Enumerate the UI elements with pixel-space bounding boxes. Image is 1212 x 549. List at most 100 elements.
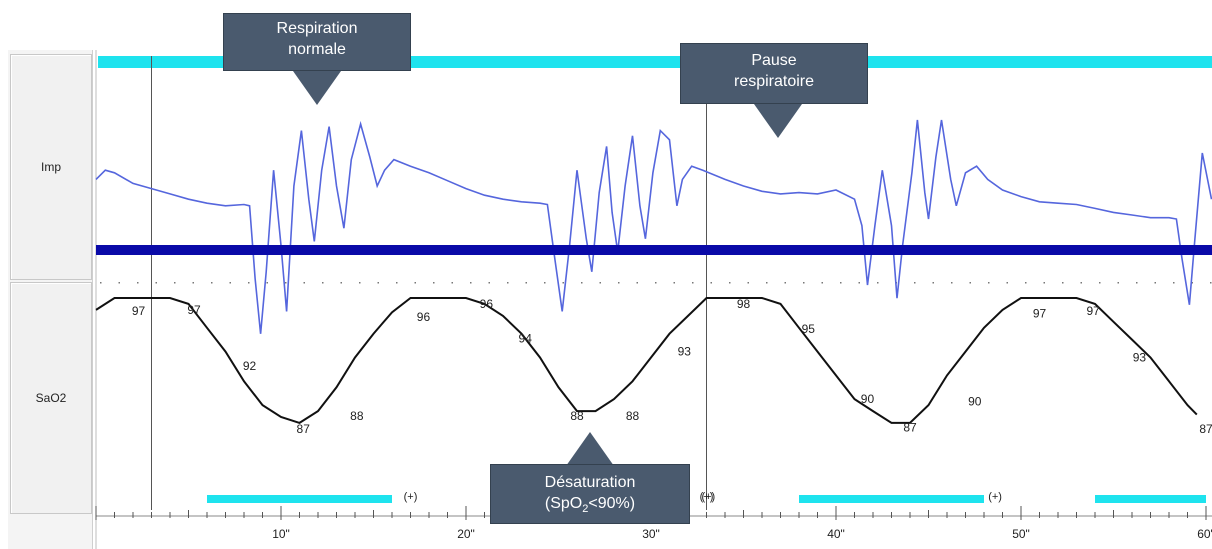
separator-dot bbox=[174, 282, 176, 284]
callout-desaturation: Désaturation (SpO2<90%) bbox=[490, 464, 690, 524]
separator-dot bbox=[636, 282, 638, 284]
separator-dot bbox=[544, 282, 546, 284]
separator-dot bbox=[118, 282, 120, 284]
callout-pause-line1: Pause bbox=[751, 52, 797, 69]
event-marker: (+) bbox=[700, 491, 714, 503]
channel-label-sao2-text: SaO2 bbox=[35, 391, 67, 405]
separator-dot bbox=[747, 282, 749, 284]
separator-dot bbox=[1099, 282, 1101, 284]
separator-dot bbox=[414, 282, 416, 284]
separator-dot bbox=[932, 282, 934, 284]
sao2-value-label: 90 bbox=[861, 392, 875, 406]
sao2-value-label: 93 bbox=[1133, 351, 1147, 365]
sao2-value-label: 88 bbox=[350, 409, 364, 423]
separator-dot bbox=[673, 282, 675, 284]
separator-dot bbox=[1210, 282, 1212, 284]
separator-dot bbox=[877, 282, 879, 284]
event-marker: (+) bbox=[988, 491, 1002, 503]
separator-dot bbox=[1025, 282, 1027, 284]
separator-dot bbox=[1006, 282, 1008, 284]
separator-dot bbox=[100, 282, 102, 284]
separator-dot bbox=[969, 282, 971, 284]
separator-dot bbox=[266, 282, 268, 284]
toolbar-strip bbox=[0, 0, 1212, 40]
callout-desat-sub: 2 bbox=[582, 503, 589, 516]
separator-dot bbox=[1043, 282, 1045, 284]
sao2-value-label: 97 bbox=[1086, 304, 1100, 318]
separator-dot bbox=[192, 282, 194, 284]
event-bar bbox=[1095, 495, 1206, 503]
separator-dot bbox=[229, 282, 231, 284]
impedance-trace bbox=[95, 119, 1212, 334]
callout-normal-line1: Respiration bbox=[276, 20, 358, 37]
separator-dot bbox=[211, 282, 213, 284]
sao2-value-label: 95 bbox=[802, 322, 816, 336]
separator-dot bbox=[655, 282, 657, 284]
arrow-stem bbox=[768, 104, 788, 116]
separator-dot bbox=[581, 282, 583, 284]
separator-dot bbox=[858, 282, 860, 284]
separator-dot bbox=[377, 282, 379, 284]
separator-dot bbox=[155, 282, 157, 284]
time-tick-label: 60" bbox=[1197, 527, 1212, 541]
sao2-value-label: 97 bbox=[1033, 306, 1047, 320]
separator-dot bbox=[359, 282, 361, 284]
separator-dot bbox=[729, 282, 731, 284]
sao2-value-label: 97 bbox=[132, 304, 146, 318]
channel-label-imp-text: Imp bbox=[40, 160, 61, 174]
separator-dot bbox=[914, 282, 916, 284]
time-tick-label: 10" bbox=[272, 527, 290, 541]
callout-desat-line2: (SpO2<90%) bbox=[491, 493, 689, 520]
event-bar bbox=[207, 495, 392, 503]
callout-normal-line2: normale bbox=[288, 41, 346, 58]
separator-dot bbox=[1154, 282, 1156, 284]
time-tick-label: 50" bbox=[1012, 527, 1030, 541]
separator-dot bbox=[433, 282, 435, 284]
separator-dot bbox=[599, 282, 601, 284]
separator-dot bbox=[1080, 282, 1082, 284]
callout-normal-breathing: Respiration normale bbox=[223, 13, 411, 71]
time-tick-label: 30" bbox=[642, 527, 660, 541]
separator-dot bbox=[340, 282, 342, 284]
sao2-value-label: 87 bbox=[1199, 422, 1212, 436]
event-marker: (+) bbox=[701, 491, 715, 503]
sao2-value-label: 96 bbox=[480, 297, 494, 311]
impedance-baseline bbox=[96, 245, 1212, 255]
arrow-up-icon bbox=[566, 432, 614, 466]
event-marker: (+) bbox=[404, 491, 418, 503]
callout-desat-spo: (SpO bbox=[544, 495, 583, 512]
separator-dot bbox=[285, 282, 287, 284]
separator-dot bbox=[137, 282, 139, 284]
event-bar bbox=[799, 495, 984, 503]
sao2-value-label: 87 bbox=[903, 421, 917, 435]
separator-dot bbox=[784, 282, 786, 284]
separator-dot bbox=[1117, 282, 1119, 284]
separator-dot bbox=[470, 282, 472, 284]
separator-dot bbox=[525, 282, 527, 284]
separator-dot bbox=[507, 282, 509, 284]
callout-pause-line2: respiratoire bbox=[733, 73, 815, 90]
time-tick-label: 20" bbox=[457, 527, 475, 541]
callout-desat-line1: Désaturation bbox=[544, 474, 636, 491]
separator-dot bbox=[951, 282, 953, 284]
sao2-value-label: 94 bbox=[519, 331, 533, 345]
separator-dot bbox=[821, 282, 823, 284]
sao2-value-label: 88 bbox=[626, 409, 640, 423]
separator-dot bbox=[248, 282, 250, 284]
separator-dot bbox=[710, 282, 712, 284]
sao2-value-label: 93 bbox=[678, 345, 692, 359]
channel-label-sao2[interactable]: SaO2 bbox=[10, 282, 92, 514]
sao2-value-label: 98 bbox=[737, 297, 751, 311]
sao2-value-label: 97 bbox=[187, 303, 201, 317]
separator-dot bbox=[1191, 282, 1193, 284]
separator-dot bbox=[692, 282, 694, 284]
separator-dot bbox=[562, 282, 564, 284]
separator-dot bbox=[451, 282, 453, 284]
separator-dot bbox=[803, 282, 805, 284]
channel-label-imp[interactable]: Imp bbox=[10, 54, 92, 280]
sao2-value-label: 90 bbox=[968, 395, 982, 409]
callout-respiratory-pause: Pause respiratoire bbox=[680, 43, 868, 104]
separator-dot bbox=[618, 282, 620, 284]
separator-dot bbox=[766, 282, 768, 284]
arrow-stem bbox=[307, 71, 327, 83]
